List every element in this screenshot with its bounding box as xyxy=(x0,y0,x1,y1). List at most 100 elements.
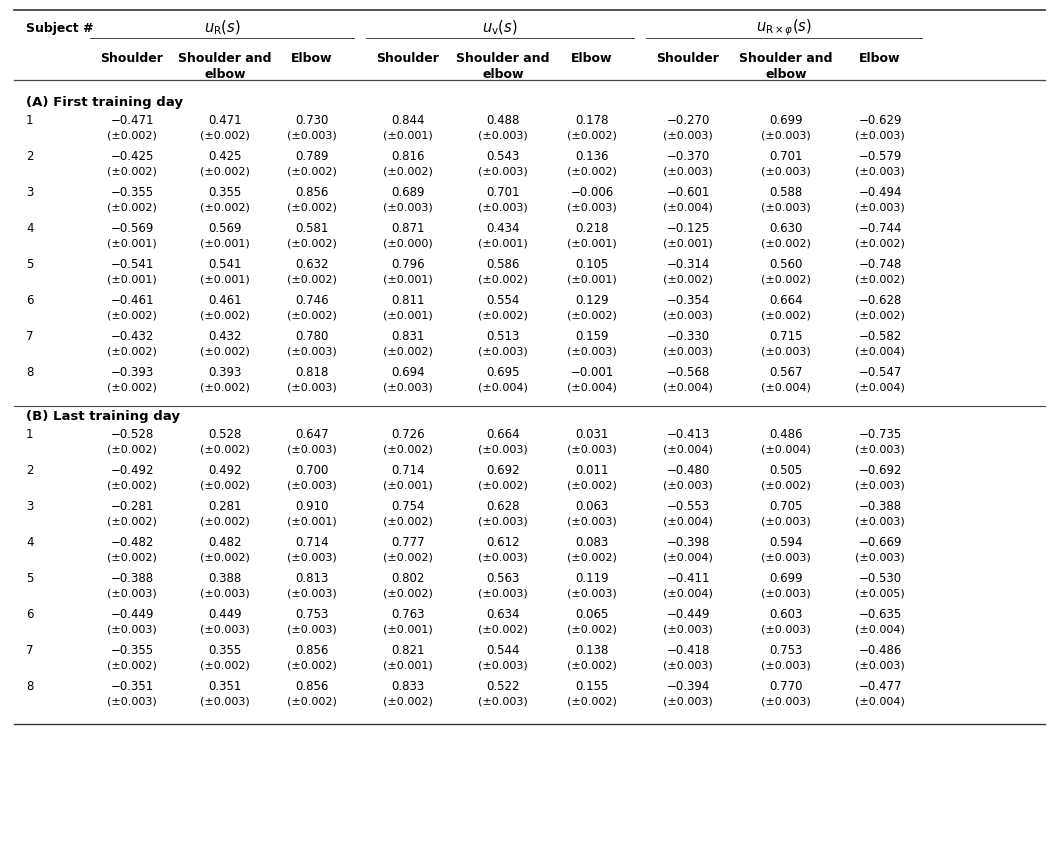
Text: (±0.003): (±0.003) xyxy=(855,552,905,562)
Text: 0.726: 0.726 xyxy=(391,427,425,441)
Text: 0.701: 0.701 xyxy=(769,150,803,163)
Text: 8: 8 xyxy=(26,680,34,693)
Text: 0.351: 0.351 xyxy=(208,680,242,693)
Text: −0.281: −0.281 xyxy=(110,500,154,513)
Text: (±0.002): (±0.002) xyxy=(200,382,250,392)
Text: 0.586: 0.586 xyxy=(486,258,520,270)
Text: (±0.003): (±0.003) xyxy=(762,202,811,212)
Text: 2: 2 xyxy=(26,463,34,477)
Text: 0.588: 0.588 xyxy=(769,186,803,199)
Text: 0.802: 0.802 xyxy=(391,572,425,585)
Text: 7: 7 xyxy=(26,644,34,657)
Text: 0.355: 0.355 xyxy=(208,644,242,657)
Text: (±0.002): (±0.002) xyxy=(287,238,337,248)
Text: 8: 8 xyxy=(26,366,34,378)
Text: (±0.001): (±0.001) xyxy=(383,310,432,320)
Text: (±0.004): (±0.004) xyxy=(855,696,905,706)
Text: 0.554: 0.554 xyxy=(486,294,520,306)
Text: (±0.001): (±0.001) xyxy=(287,516,337,526)
Text: −0.744: −0.744 xyxy=(858,222,902,235)
Text: 0.594: 0.594 xyxy=(769,536,803,549)
Text: −0.418: −0.418 xyxy=(666,644,710,657)
Text: −0.125: −0.125 xyxy=(666,222,710,235)
Text: 0.528: 0.528 xyxy=(208,427,242,441)
Text: (±0.003): (±0.003) xyxy=(762,166,811,176)
Text: 0.763: 0.763 xyxy=(391,608,425,621)
Text: 0.138: 0.138 xyxy=(575,644,609,657)
Text: (±0.003): (±0.003) xyxy=(855,660,905,670)
Text: 0.388: 0.388 xyxy=(208,572,242,585)
Text: (±0.001): (±0.001) xyxy=(567,238,616,248)
Text: (±0.002): (±0.002) xyxy=(383,696,433,706)
Text: (±0.003): (±0.003) xyxy=(855,130,905,140)
Text: (±0.002): (±0.002) xyxy=(287,166,337,176)
Text: 0.541: 0.541 xyxy=(208,258,242,270)
Text: (±0.002): (±0.002) xyxy=(287,202,337,212)
Text: (±0.003): (±0.003) xyxy=(287,382,337,392)
Text: (±0.002): (±0.002) xyxy=(478,310,528,320)
Text: (±0.001): (±0.001) xyxy=(383,660,432,670)
Text: (±0.002): (±0.002) xyxy=(567,166,616,176)
Text: (±0.003): (±0.003) xyxy=(107,588,157,598)
Text: (±0.002): (±0.002) xyxy=(383,552,433,562)
Text: (±0.004): (±0.004) xyxy=(663,382,713,392)
Text: 0.647: 0.647 xyxy=(296,427,329,441)
Text: 0.831: 0.831 xyxy=(391,330,425,342)
Text: 0.432: 0.432 xyxy=(208,330,242,342)
Text: (±0.002): (±0.002) xyxy=(663,274,713,284)
Text: (±0.003): (±0.003) xyxy=(107,696,157,706)
Text: (±0.002): (±0.002) xyxy=(287,310,337,320)
Text: (±0.004): (±0.004) xyxy=(663,444,713,454)
Text: (±0.003): (±0.003) xyxy=(855,166,905,176)
Text: (±0.003): (±0.003) xyxy=(762,624,811,634)
Text: 0.136: 0.136 xyxy=(575,150,609,163)
Text: (±0.002): (±0.002) xyxy=(107,660,157,670)
Text: −0.314: −0.314 xyxy=(666,258,710,270)
Text: (±0.002): (±0.002) xyxy=(107,166,157,176)
Text: (±0.003): (±0.003) xyxy=(383,202,432,212)
Text: (±0.002): (±0.002) xyxy=(200,516,250,526)
Text: (±0.003): (±0.003) xyxy=(478,202,528,212)
Text: 0.699: 0.699 xyxy=(769,114,803,127)
Text: −0.579: −0.579 xyxy=(858,150,902,163)
Text: (±0.001): (±0.001) xyxy=(107,238,157,248)
Text: (±0.001): (±0.001) xyxy=(107,274,157,284)
Text: Shoulder: Shoulder xyxy=(656,52,720,65)
Text: 6: 6 xyxy=(26,608,34,621)
Text: −0.553: −0.553 xyxy=(666,500,709,513)
Text: (±0.001): (±0.001) xyxy=(200,274,250,284)
Text: (±0.003): (±0.003) xyxy=(478,444,528,454)
Text: −0.748: −0.748 xyxy=(858,258,902,270)
Text: (±0.003): (±0.003) xyxy=(478,166,528,176)
Text: 0.522: 0.522 xyxy=(486,680,520,693)
Text: (±0.002): (±0.002) xyxy=(478,480,528,490)
Text: 0.856: 0.856 xyxy=(296,680,328,693)
Text: −0.370: −0.370 xyxy=(666,150,710,163)
Text: (±0.003): (±0.003) xyxy=(287,480,337,490)
Text: (±0.002): (±0.002) xyxy=(200,310,250,320)
Text: (±0.003): (±0.003) xyxy=(287,130,337,140)
Text: −0.351: −0.351 xyxy=(110,680,154,693)
Text: (±0.002): (±0.002) xyxy=(567,310,616,320)
Text: (±0.002): (±0.002) xyxy=(107,480,157,490)
Text: (±0.002): (±0.002) xyxy=(200,346,250,356)
Text: (±0.002): (±0.002) xyxy=(761,238,811,248)
Text: −0.330: −0.330 xyxy=(666,330,709,342)
Text: −0.635: −0.635 xyxy=(858,608,902,621)
Text: 0.789: 0.789 xyxy=(296,150,328,163)
Text: 0.811: 0.811 xyxy=(391,294,425,306)
Text: (±0.002): (±0.002) xyxy=(855,310,905,320)
Text: 0.505: 0.505 xyxy=(769,463,803,477)
Text: 0.910: 0.910 xyxy=(296,500,328,513)
Text: (±0.003): (±0.003) xyxy=(762,696,811,706)
Text: (±0.003): (±0.003) xyxy=(762,588,811,598)
Text: 5: 5 xyxy=(26,258,34,270)
Text: (±0.003): (±0.003) xyxy=(663,696,713,706)
Text: (±0.002): (±0.002) xyxy=(200,480,250,490)
Text: (±0.002): (±0.002) xyxy=(383,444,433,454)
Text: 0.603: 0.603 xyxy=(769,608,803,621)
Text: (±0.002): (±0.002) xyxy=(287,274,337,284)
Text: (±0.002): (±0.002) xyxy=(200,660,250,670)
Text: (±0.003): (±0.003) xyxy=(287,444,337,454)
Text: (±0.003): (±0.003) xyxy=(663,480,713,490)
